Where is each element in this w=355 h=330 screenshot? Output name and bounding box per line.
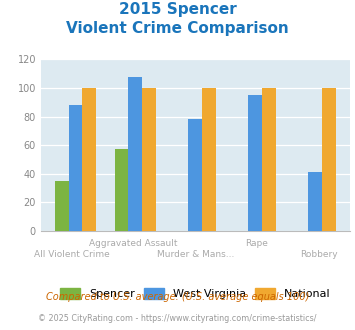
Bar — [322, 88, 335, 231]
Legend: Spencer, West Virginia, National: Spencer, West Virginia, National — [60, 288, 330, 299]
Text: © 2025 CityRating.com - https://www.cityrating.com/crime-statistics/: © 2025 CityRating.com - https://www.city… — [38, 314, 317, 323]
Bar — [55, 181, 69, 231]
Text: Aggravated Assault: Aggravated Assault — [89, 239, 178, 248]
Bar — [248, 95, 262, 231]
Text: Murder & Mans...: Murder & Mans... — [157, 250, 234, 259]
Text: Violent Crime Comparison: Violent Crime Comparison — [66, 21, 289, 36]
Bar — [142, 88, 156, 231]
Bar — [82, 88, 96, 231]
Bar — [189, 119, 202, 231]
Text: Compared to U.S. average. (U.S. average equals 100): Compared to U.S. average. (U.S. average … — [46, 292, 309, 302]
Bar — [69, 105, 82, 231]
Text: All Violent Crime: All Violent Crime — [34, 250, 110, 259]
Text: Rape: Rape — [246, 239, 268, 248]
Bar — [115, 149, 129, 231]
Text: Robbery: Robbery — [300, 250, 338, 259]
Text: 2015 Spencer: 2015 Spencer — [119, 2, 236, 16]
Bar — [129, 77, 142, 231]
Bar — [308, 172, 322, 231]
Bar — [262, 88, 276, 231]
Bar — [202, 88, 216, 231]
